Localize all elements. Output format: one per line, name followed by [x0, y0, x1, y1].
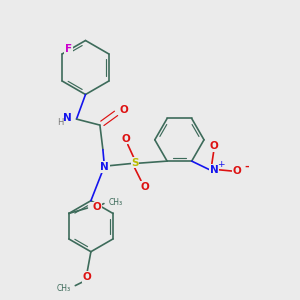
- Text: N: N: [63, 112, 72, 123]
- Text: N: N: [100, 162, 109, 172]
- Text: CH₃: CH₃: [57, 284, 71, 292]
- Text: CH₃: CH₃: [108, 198, 122, 207]
- Text: O: O: [83, 272, 92, 282]
- Text: O: O: [119, 105, 128, 115]
- Text: S: S: [131, 158, 139, 168]
- Text: H: H: [57, 118, 63, 127]
- Text: O: O: [210, 141, 219, 151]
- Text: O: O: [121, 134, 130, 144]
- Text: N: N: [210, 164, 219, 175]
- Text: O: O: [92, 202, 101, 212]
- Text: F: F: [65, 44, 72, 55]
- Text: O: O: [232, 166, 242, 176]
- Text: O: O: [140, 182, 149, 192]
- Text: +: +: [218, 160, 225, 169]
- Text: -: -: [244, 161, 249, 172]
